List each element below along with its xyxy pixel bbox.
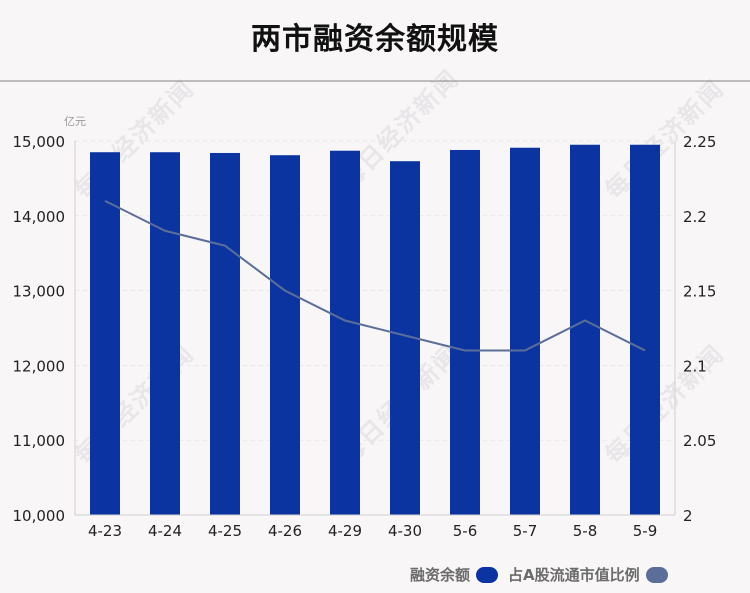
x-tick-label: 5-9 xyxy=(633,522,658,540)
legend-item-line[interactable]: 占A股流通市值比例 xyxy=(508,564,668,585)
y-right-tick-label: 2.15 xyxy=(683,283,716,301)
bar xyxy=(150,152,180,515)
y-right-tick-label: 2.1 xyxy=(683,357,707,375)
legend-swatch-icon xyxy=(476,566,499,583)
x-tick-label: 4-23 xyxy=(88,522,122,540)
x-tick-label: 4-29 xyxy=(328,522,362,540)
y-left-unit-label: 亿元 xyxy=(64,115,86,128)
title-divider xyxy=(0,80,750,82)
y-left-tick-label: 13,000 xyxy=(13,283,66,301)
x-tick-label: 4-30 xyxy=(388,522,422,540)
y-right-tick-label: 2.25 xyxy=(683,133,716,151)
x-tick-label: 5-6 xyxy=(453,522,478,540)
bar xyxy=(270,155,300,515)
y-right-tick-label: 2 xyxy=(683,507,693,525)
y-right-tick-label: 2.05 xyxy=(683,432,716,450)
y-left-tick-label: 15,000 xyxy=(13,133,66,151)
chart-title: 两市融资余额规模 xyxy=(251,22,499,57)
bar xyxy=(210,152,240,515)
legend: 融资余额 占A股流通市值比例 xyxy=(410,564,668,585)
bar xyxy=(630,144,660,516)
legend-swatch-icon xyxy=(645,566,668,583)
x-tick-label: 4-26 xyxy=(268,522,302,540)
x-tick-label: 4-25 xyxy=(208,522,242,540)
bar xyxy=(450,149,480,515)
y-left-tick-label: 11,000 xyxy=(13,432,66,450)
x-tick-label: 4-24 xyxy=(148,522,182,540)
legend-item-bars[interactable]: 融资余额 xyxy=(410,564,499,585)
y-left-tick-label: 10,000 xyxy=(13,507,66,525)
bar xyxy=(570,144,600,516)
y-left-tick-label: 12,000 xyxy=(13,357,66,375)
bar xyxy=(330,150,360,515)
ratio-line xyxy=(104,199,646,352)
bar xyxy=(90,152,120,515)
y-left-tick-label: 14,000 xyxy=(13,208,66,226)
legend-label: 占A股流通市值比例 xyxy=(508,566,640,584)
x-tick-label: 5-7 xyxy=(513,522,538,540)
legend-label: 融资余额 xyxy=(410,566,471,584)
y-right-tick-label: 2.2 xyxy=(683,208,707,226)
x-tick-label: 5-8 xyxy=(573,522,598,540)
bar xyxy=(510,147,540,515)
